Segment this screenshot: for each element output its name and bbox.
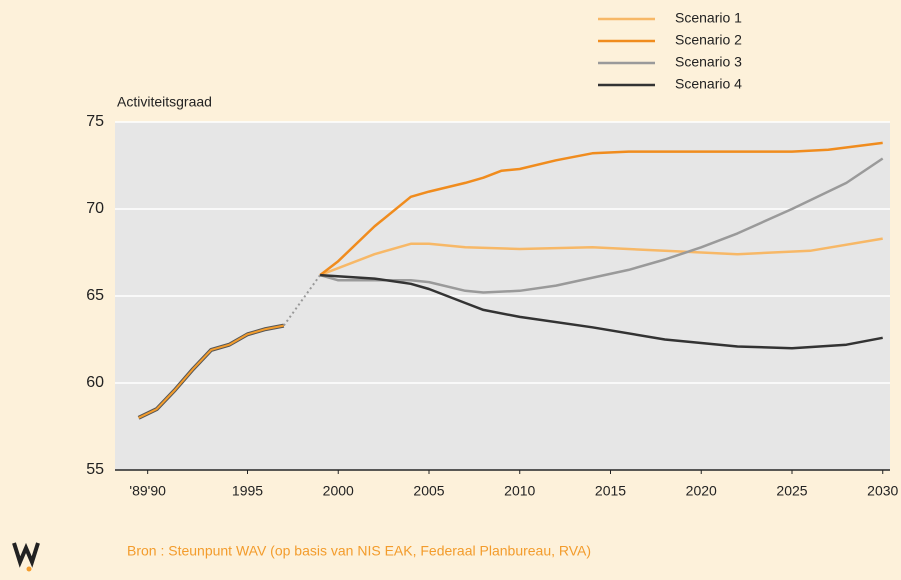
- y-tick-label: 55: [86, 461, 104, 478]
- legend-label: Scenario 3: [675, 54, 742, 70]
- y-tick-label: 65: [86, 287, 104, 304]
- x-tick-label: 2005: [413, 483, 444, 499]
- connector: [282, 274, 321, 327]
- source: Bron : Steunpunt WAV (op basis van NIS E…: [127, 543, 591, 559]
- y-tick-label: 60: [86, 374, 104, 391]
- x-tick-label: 1995: [232, 483, 263, 499]
- x-tick-label: 2000: [323, 483, 354, 499]
- logo: [12, 542, 40, 572]
- history-line: [138, 324, 284, 419]
- x-tick-label: 2010: [504, 483, 535, 499]
- y-axis-label: Activiteitsgraad: [117, 94, 212, 110]
- x-tick-label: 2015: [595, 483, 626, 499]
- legend-label: Scenario 4: [675, 76, 742, 92]
- series-line: [319, 141, 883, 277]
- legend-label: Scenario 2: [675, 32, 742, 48]
- y-tick-label: 75: [86, 113, 104, 130]
- x-tick-label: 2025: [776, 483, 807, 499]
- x-tick-label: 2020: [686, 483, 717, 499]
- x-tick-label: '89'90: [129, 483, 166, 499]
- x-tick-label: 2030: [867, 483, 898, 499]
- legend-label: Scenario 1: [675, 10, 742, 26]
- y-tick-label: 70: [86, 200, 104, 217]
- series-line: [319, 237, 883, 277]
- series-line: [320, 273, 883, 350]
- series-line: [319, 157, 884, 294]
